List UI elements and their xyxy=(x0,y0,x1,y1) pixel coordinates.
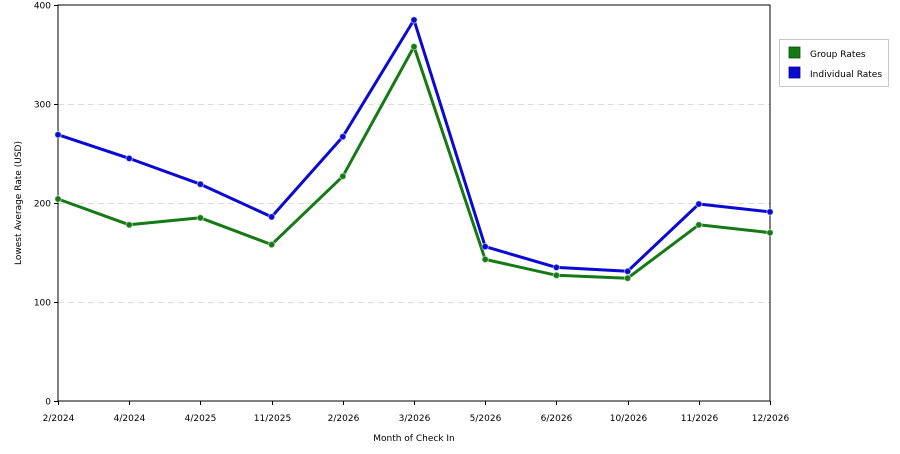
legend-label-group-rates: Group Rates xyxy=(810,50,866,60)
data-point-group-rates xyxy=(338,172,347,181)
data-point-individual-rates xyxy=(54,130,62,139)
data-point-individual-rates xyxy=(125,154,134,163)
x-tick-label: 4/2025 xyxy=(185,414,217,424)
x-tick-label: 3/2026 xyxy=(399,414,431,424)
data-point-individual-rates xyxy=(623,267,632,276)
x-tick-label: 11/2026 xyxy=(681,414,719,424)
y-tick-labels: 0 100 200 300 400 xyxy=(34,2,51,408)
axes xyxy=(54,4,771,405)
legend-label-individual-rates: Individual Rates xyxy=(810,70,882,80)
data-point-group-rates xyxy=(552,271,561,280)
x-tick-label: 12/2026 xyxy=(752,414,790,424)
x-tick-label: 2/2026 xyxy=(328,414,360,424)
x-tick-label: 11/2025 xyxy=(254,414,291,424)
data-point-individual-rates xyxy=(338,132,347,141)
legend: Group Rates Individual Rates xyxy=(779,39,889,87)
data-point-group-rates xyxy=(694,221,703,229)
x-tick-label: 2/2024 xyxy=(43,414,75,424)
y-tick-label: 200 xyxy=(34,200,51,210)
data-point-group-rates xyxy=(410,42,418,51)
data-point-group-rates xyxy=(125,221,134,229)
data-point-group-rates xyxy=(267,240,276,249)
x-tick-label: 6/2026 xyxy=(541,414,573,424)
data-point-individual-rates xyxy=(694,200,703,208)
data-point-group-rates xyxy=(766,228,774,237)
data-point-individual-rates xyxy=(552,263,561,272)
y-axis-title: Lowest Average Rate (USD) xyxy=(14,141,24,265)
x-tick-label: 4/2024 xyxy=(114,414,146,424)
legend-swatch-individual-rates xyxy=(788,66,801,79)
data-point-individual-rates xyxy=(410,16,418,24)
x-tick-labels: 2/2024 4/2024 4/2025 11/2025 2/2026 3/2026 5/2… xyxy=(43,414,790,424)
series-line-individual-rates xyxy=(56,18,772,273)
data-point-individual-rates xyxy=(766,208,774,216)
data-point-group-rates xyxy=(623,274,632,283)
data-point-individual-rates xyxy=(267,213,276,221)
data-point-individual-rates xyxy=(196,180,205,189)
y-tick-label: 400 xyxy=(34,2,51,12)
y-tick-label: 300 xyxy=(34,101,51,111)
x-tick-label: 10/2026 xyxy=(610,414,648,424)
series-line-group-rates xyxy=(56,45,772,280)
gridlines xyxy=(58,104,770,303)
data-point-group-rates xyxy=(481,255,490,264)
series-lines xyxy=(54,16,774,283)
data-point-individual-rates xyxy=(481,242,490,251)
legend-swatch-group-rates xyxy=(788,46,801,59)
x-axis-title: Month of Check In xyxy=(373,434,455,444)
y-tick-label: 100 xyxy=(34,299,51,309)
y-tick-label: 0 xyxy=(45,398,51,408)
data-point-group-rates xyxy=(54,195,62,203)
data-point-group-rates xyxy=(196,214,205,222)
x-tick-label: 5/2026 xyxy=(470,414,502,424)
